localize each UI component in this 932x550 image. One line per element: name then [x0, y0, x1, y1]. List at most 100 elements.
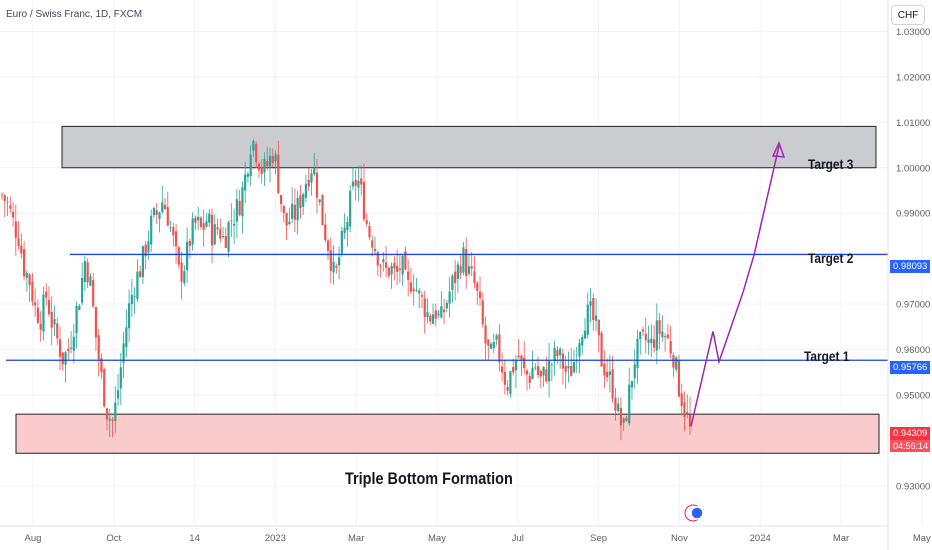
candle-body [86, 262, 89, 283]
candle [56, 317, 59, 345]
candle-body [520, 355, 523, 360]
candle [174, 224, 178, 264]
candle-body [603, 364, 606, 376]
candle-body [354, 179, 357, 186]
candle [241, 181, 244, 234]
candle-body [136, 271, 139, 299]
resistance-zone[interactable] [61, 125, 877, 169]
candle-body [249, 154, 252, 177]
candle [628, 367, 631, 427]
candle [221, 227, 225, 239]
candle [310, 168, 313, 196]
candle-body [291, 203, 294, 219]
candle [282, 205, 285, 223]
candle-body [230, 220, 233, 222]
support-zone[interactable] [15, 413, 880, 454]
candle-body [418, 290, 421, 294]
candle-body [578, 343, 581, 357]
candle-body [575, 360, 578, 362]
time-tick-label: 14 [189, 533, 200, 544]
candle [205, 213, 208, 229]
candle [570, 348, 573, 377]
candle-body [152, 208, 156, 216]
candle [636, 329, 639, 385]
candle-body [169, 227, 172, 228]
candle-body [324, 224, 327, 241]
candle [263, 152, 266, 186]
candle-body [484, 325, 487, 344]
candle [470, 251, 473, 277]
candle-body [412, 288, 415, 291]
tradingview-logo-icon[interactable] [684, 504, 704, 522]
candle-body [56, 323, 59, 339]
candle-body [492, 341, 495, 349]
candle-body [583, 330, 587, 339]
candle-body [451, 275, 454, 290]
candle-body [445, 302, 448, 309]
candle-body [58, 339, 62, 357]
candle [324, 213, 327, 243]
time-tick-label: 2024 [750, 533, 771, 544]
candle [675, 355, 678, 373]
candle [249, 145, 252, 186]
candle [114, 386, 117, 434]
candle [396, 249, 399, 286]
currency-button[interactable]: CHF [891, 5, 925, 25]
candle-body [155, 210, 158, 215]
candle [454, 260, 457, 301]
candle [589, 288, 592, 323]
candle-body [376, 252, 379, 266]
candle [136, 259, 139, 303]
bar-countdown: 04:56:14 [890, 440, 930, 452]
candle [81, 262, 84, 306]
candle-body [302, 194, 305, 207]
candle [266, 146, 269, 171]
candle [431, 303, 435, 324]
candle-body [67, 348, 70, 352]
candle [39, 311, 42, 342]
candle [484, 316, 487, 361]
candle-body [277, 154, 280, 194]
candle-body [608, 371, 611, 376]
candle [304, 174, 308, 203]
candle-body [564, 365, 567, 372]
candle-body [69, 347, 73, 349]
candle-body [36, 307, 40, 323]
candle [641, 326, 645, 336]
candle [683, 391, 686, 431]
candle-body [677, 360, 681, 397]
candle-body [390, 266, 393, 275]
candle-body [216, 227, 219, 230]
candle [318, 199, 321, 206]
candle-body [498, 334, 501, 363]
candle [465, 237, 468, 289]
candle-body [202, 223, 205, 230]
price-axis[interactable]: 1.03000 1.02000 1.01000 1.00000 0.99000 0.970… [896, 27, 930, 493]
candle [448, 277, 451, 318]
candle [28, 272, 31, 303]
candle [586, 292, 589, 339]
candle-body [379, 265, 382, 267]
candle-body [208, 213, 211, 223]
candle-body [622, 418, 625, 423]
candle [371, 235, 374, 257]
candle [89, 273, 92, 286]
candle [0, 192, 4, 200]
candle [592, 293, 595, 331]
candle-body [183, 271, 186, 284]
candle [625, 415, 628, 423]
candle [105, 407, 109, 431]
time-axis[interactable]: Aug Oct 14 2023 Mar May Jul Sep Nov 2024 Mar May [25, 533, 931, 544]
candle [650, 324, 653, 358]
candle-body [304, 184, 308, 198]
candle-body [586, 304, 589, 335]
candle-body [205, 221, 208, 227]
candle [658, 313, 661, 350]
candle-body [321, 194, 324, 226]
projection-arrow-path[interactable] [690, 145, 780, 427]
candle [31, 273, 34, 306]
candle [97, 329, 100, 377]
candle [67, 338, 70, 360]
candle-body [476, 282, 479, 291]
